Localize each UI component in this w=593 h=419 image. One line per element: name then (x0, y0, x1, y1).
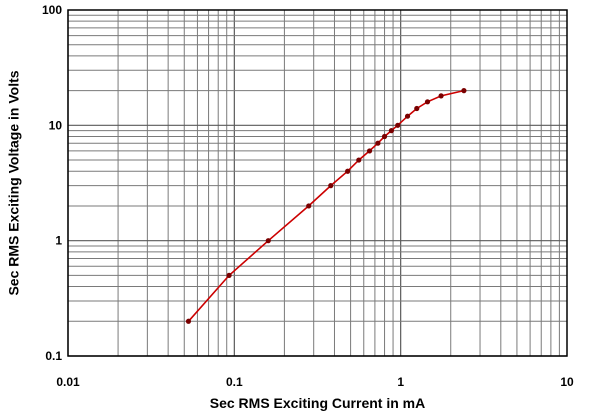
y-tick-label: 10 (49, 118, 63, 132)
grid (67, 10, 567, 357)
y-tick-label: 100 (42, 3, 62, 17)
y-tick-label: 0.1 (45, 349, 62, 363)
plot-frame (67, 9, 568, 357)
data-point (388, 128, 395, 134)
data-point (345, 168, 351, 174)
data-point (395, 122, 401, 128)
data-point (375, 140, 381, 146)
data-point (366, 148, 373, 154)
y-axis-title: Sec RMS Exciting Voltage in Volts (6, 70, 22, 295)
x-tick-labels: 0.01 0.1 1 10 (56, 375, 574, 389)
data-point (461, 88, 467, 94)
data-point (438, 93, 444, 99)
data-point (414, 105, 420, 112)
x-tick-label: 0.01 (56, 375, 80, 389)
data-point (226, 272, 232, 278)
data-point (404, 113, 411, 119)
x-tick-label: 1 (397, 375, 404, 389)
x-tick-label: 10 (560, 375, 574, 389)
data-point (424, 99, 431, 105)
data-point (381, 133, 388, 140)
series-layer (185, 88, 467, 324)
data-point (306, 203, 312, 209)
data-point (328, 183, 334, 189)
data-point (265, 238, 271, 244)
y-tick-labels: 0.1 1 10 100 (42, 3, 62, 363)
x-axis-title: Sec RMS Exciting Current in mA (210, 395, 425, 411)
data-point (185, 318, 192, 324)
y-tick-label: 1 (55, 234, 62, 248)
x-tick-label: 0.1 (226, 375, 243, 389)
data-point (356, 157, 362, 163)
